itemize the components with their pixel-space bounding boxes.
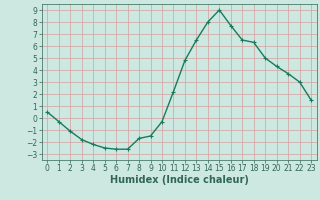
X-axis label: Humidex (Indice chaleur): Humidex (Indice chaleur) [110, 175, 249, 185]
